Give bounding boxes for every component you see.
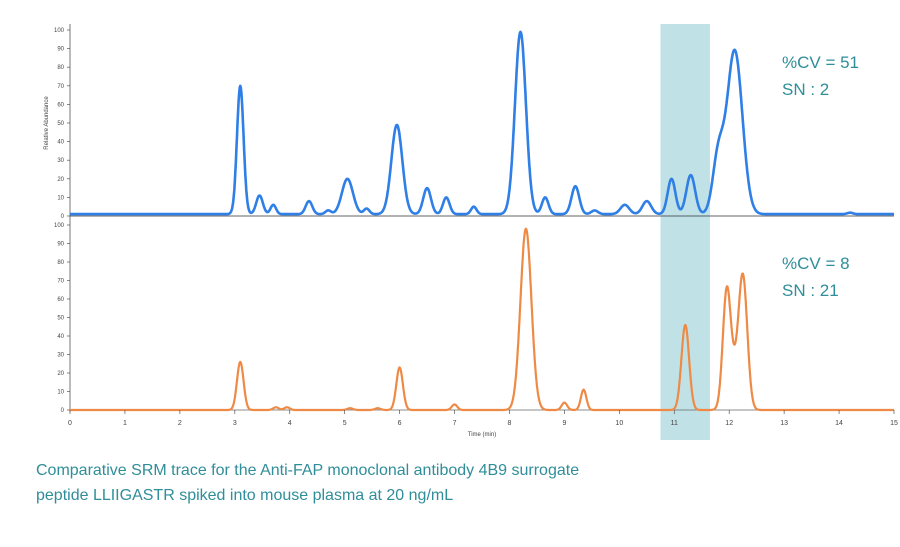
x-tick-label: 7	[453, 420, 457, 427]
trace-bottom	[69, 227, 895, 412]
y-tick-label: 40	[57, 334, 64, 340]
x-tick-label: 15	[890, 420, 898, 427]
y-tick-label: 50	[57, 316, 64, 322]
x-tick-label: 6	[398, 420, 402, 427]
y-tick-label: 80	[57, 260, 64, 266]
panel-top: 0 10 20 30 40 50 60 70 80 90 100 %CV = 51 SN : 2	[54, 28, 895, 220]
y-tick-label: 30	[57, 158, 64, 164]
y-tick-label: 0	[61, 408, 65, 414]
x-tick-label: 9	[562, 420, 566, 427]
x-tick-label: 3	[233, 420, 237, 427]
x-tick-label: 13	[780, 420, 788, 427]
y-axis-label: Relative Abundance	[44, 96, 50, 150]
annotation-top-0: %CV = 51	[782, 53, 859, 72]
y-tick-label: 0	[61, 214, 65, 220]
trace-top	[69, 30, 895, 216]
caption-line-2: peptide LLIIGASTR spiked into mouse plas…	[36, 487, 454, 504]
annotation-bottom-1: SN : 21	[782, 281, 839, 300]
x-tick-label: 11	[671, 420, 678, 427]
annotation-bottom-0: %CV = 8	[782, 254, 850, 273]
annotation-top-1: SN : 2	[782, 80, 829, 99]
panel-bottom: 0 10 20 30 40 50 60 70 80 90 100 %CV = 8 SN : 21	[54, 223, 895, 414]
x-tick-label: 2	[178, 420, 182, 427]
x-axis-label: Time (min)	[468, 432, 496, 438]
y-tick-label: 60	[57, 297, 64, 303]
y-tick-label: 70	[57, 84, 64, 90]
y-tick-label: 30	[57, 353, 64, 359]
y-tick-label: 20	[57, 177, 64, 183]
x-tick-label: 14	[835, 420, 843, 427]
chromatogram-chart: 0 10 20 30 40 50 60 70 80 90 100 %CV = 51 SN : 2 0 10 2…	[44, 24, 898, 441]
y-tick-label: 50	[57, 121, 64, 127]
y-tick-label: 20	[57, 371, 64, 377]
y-tick-label: 70	[57, 279, 64, 285]
y-tick-label: 90	[57, 242, 64, 248]
y-tick-label: 90	[57, 47, 64, 53]
y-tick-label: 40	[57, 140, 64, 146]
x-tick-label: 5	[343, 420, 347, 427]
y-tick-label: 100	[54, 28, 65, 34]
x-tick-label: 1	[123, 420, 127, 427]
x-tick-label: 4	[288, 420, 292, 427]
y-tick-label: 100	[54, 223, 65, 229]
y-tick-label: 80	[57, 65, 64, 71]
x-tick-label: 0	[68, 420, 72, 427]
x-tick-label: 8	[508, 420, 512, 427]
x-tick-label: 12	[725, 420, 733, 427]
figure-caption: Comparative SRM trace for the Anti-FAP m…	[36, 458, 856, 508]
x-tick-label: 10	[615, 420, 623, 427]
caption-line-1: Comparative SRM trace for the Anti-FAP m…	[36, 462, 580, 479]
y-tick-label: 60	[57, 102, 64, 108]
y-tick-label: 10	[57, 195, 64, 201]
y-tick-label: 10	[57, 390, 64, 396]
highlight-region	[660, 24, 710, 441]
